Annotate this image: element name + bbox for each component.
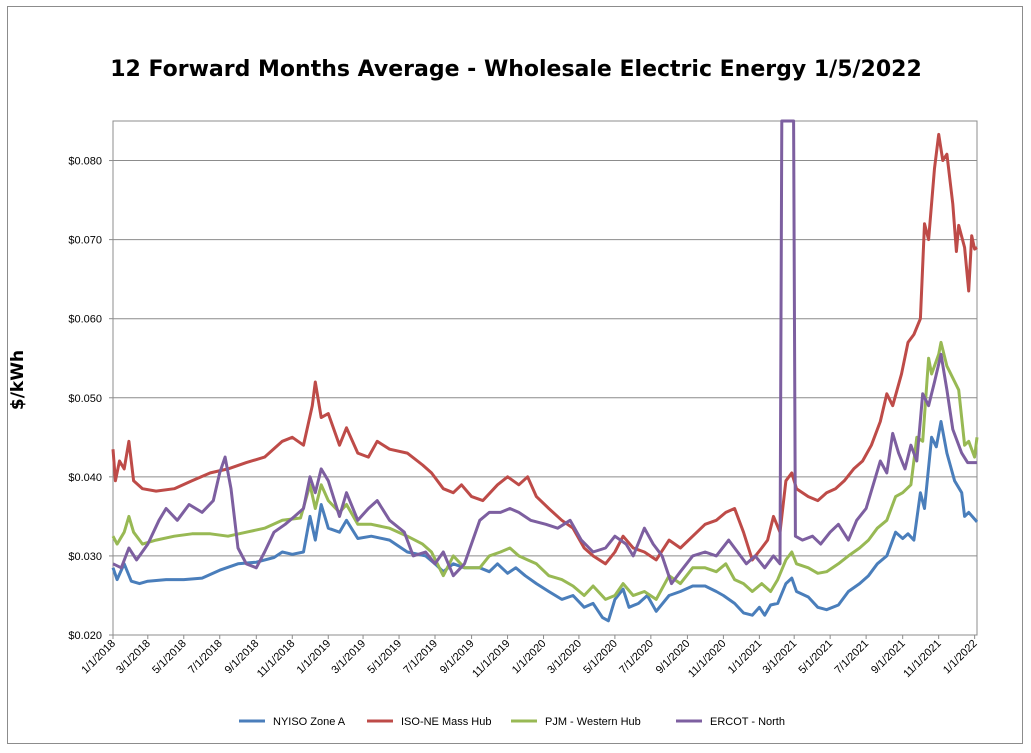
y-tick-label: $0.080 — [68, 156, 102, 168]
plot-area — [112, 120, 978, 636]
legend-label: PJM - Western Hub — [545, 716, 641, 728]
legend-label: NYISO Zone A — [273, 716, 346, 728]
x-tick-label: 3/1/2018 — [114, 638, 153, 677]
x-tick-label: 5/1/2021 — [797, 638, 836, 677]
y-tick-label: $0.050 — [68, 393, 102, 405]
x-tick-label: 1/1/2018 — [79, 638, 118, 677]
x-tick-label: 3/1/2019 — [329, 638, 368, 677]
y-tick-label: $0.030 — [68, 551, 102, 563]
x-tick-label: 1/1/2019 — [295, 638, 334, 677]
series-line-iso-ne-mass-hub — [111, 132, 978, 566]
series-line-ercot-north — [112, 119, 977, 586]
y-tick-label: $0.020 — [68, 630, 102, 642]
y-tick-label: $0.040 — [68, 472, 102, 484]
x-tick-label: 11/1/2021 — [901, 638, 944, 681]
legend-label: ERCOT - North — [710, 716, 785, 728]
y-tick-label: $0.070 — [68, 235, 102, 247]
x-tick-label: 1/1/2020 — [510, 638, 549, 677]
x-tick-label: 11/1/2019 — [470, 638, 513, 681]
chart-frame: 12 Forward Months Average - Wholesale El… — [7, 6, 1023, 744]
x-tick-label: 5/1/2020 — [581, 638, 620, 677]
y-tick-label: $0.060 — [68, 314, 102, 326]
x-tick-label: 11/1/2018 — [255, 638, 298, 681]
series-line-nyiso-zone-a — [111, 420, 979, 623]
x-tick-label: 7/1/2021 — [832, 638, 871, 677]
x-tick-label: 3/1/2021 — [761, 638, 800, 677]
x-tick-label: 11/1/2020 — [686, 638, 729, 681]
legend: NYISO Zone A ISO-NE Mass Hub PJM - Western… — [239, 716, 785, 728]
x-tick-label: 7/1/2018 — [186, 638, 225, 677]
chart-title: 12 Forward Months Average - Wholesale El… — [110, 57, 922, 82]
x-tick-label: 5/1/2018 — [150, 638, 189, 677]
x-axis-ticks: 1/1/20183/1/20185/1/20187/1/20189/1/2018… — [79, 635, 980, 681]
x-tick-label: 1/1/2021 — [726, 638, 765, 677]
legend-label: ISO-NE Mass Hub — [401, 716, 491, 728]
x-tick-label: 1/1/2022 — [941, 638, 980, 677]
x-tick-label: 5/1/2019 — [365, 638, 404, 677]
series-line-pjm-western-hub — [111, 340, 979, 601]
y-axis-ticks: $0.020 $0.030 $0.040 $0.050 $0.060 $0.070 $0.0… — [68, 156, 113, 642]
x-tick-label: 7/1/2019 — [401, 638, 440, 677]
series-lines — [111, 119, 979, 623]
gridlines — [113, 160, 977, 557]
x-tick-label: 3/1/2020 — [545, 638, 584, 677]
x-tick-label: 7/1/2020 — [617, 638, 656, 677]
